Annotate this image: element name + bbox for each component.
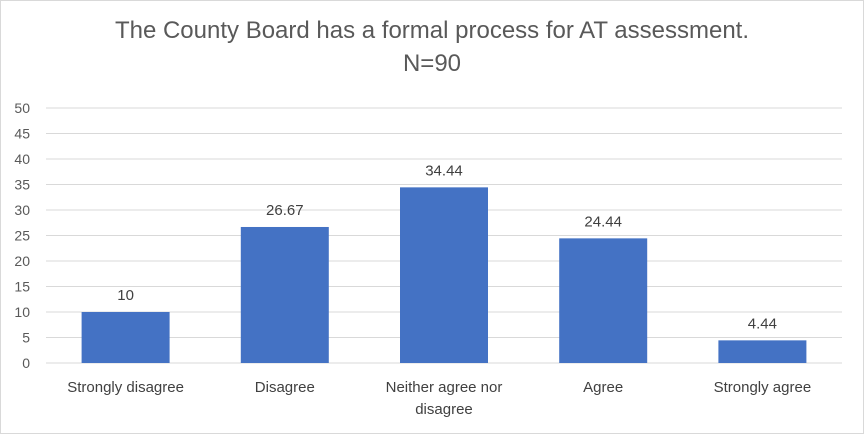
y-tick-label: 35 bbox=[14, 177, 30, 193]
x-tick-label: Strongly agree bbox=[714, 379, 812, 396]
x-axis-labels: Strongly disagree Disagree Neither agree n… bbox=[67, 379, 811, 418]
chart-title: The County Board has a formal process fo… bbox=[114, 17, 750, 44]
y-tick-label: 20 bbox=[14, 253, 30, 269]
x-tick-label: Agree bbox=[583, 379, 623, 396]
y-tick-label: 5 bbox=[22, 330, 30, 346]
y-tick-label: 0 bbox=[22, 355, 30, 371]
y-tick-label: 25 bbox=[14, 228, 30, 244]
data-label: 4.44 bbox=[748, 315, 777, 332]
x-tick-label: Strongly disagree bbox=[67, 379, 184, 396]
x-tick-label: Neither agree nor bbox=[386, 379, 503, 396]
data-label: 10 bbox=[117, 287, 134, 304]
bar bbox=[718, 340, 807, 363]
y-tick-label: 30 bbox=[14, 202, 30, 218]
y-tick-label: 45 bbox=[14, 126, 30, 142]
bars bbox=[81, 187, 807, 363]
data-labels: 10 26.67 34.44 24.44 4.44 bbox=[117, 162, 777, 332]
bar bbox=[240, 226, 329, 363]
bar bbox=[559, 238, 648, 363]
x-tick-label: disagree bbox=[415, 401, 473, 418]
y-tick-label: 10 bbox=[14, 304, 30, 320]
bar bbox=[400, 187, 488, 363]
bar bbox=[81, 312, 170, 363]
y-tick-label: 40 bbox=[14, 151, 30, 167]
y-tick-label: 50 bbox=[14, 100, 30, 116]
chart-subtitle: N=90 bbox=[402, 50, 462, 77]
y-axis-ticks: 0 5 10 15 20 25 30 35 40 45 50 bbox=[14, 100, 30, 371]
data-label: 24.44 bbox=[584, 213, 622, 230]
data-label: 26.67 bbox=[266, 202, 304, 219]
y-tick-label: 15 bbox=[14, 279, 30, 295]
x-tick-label: Disagree bbox=[255, 379, 315, 396]
data-label: 34.44 bbox=[425, 162, 463, 179]
